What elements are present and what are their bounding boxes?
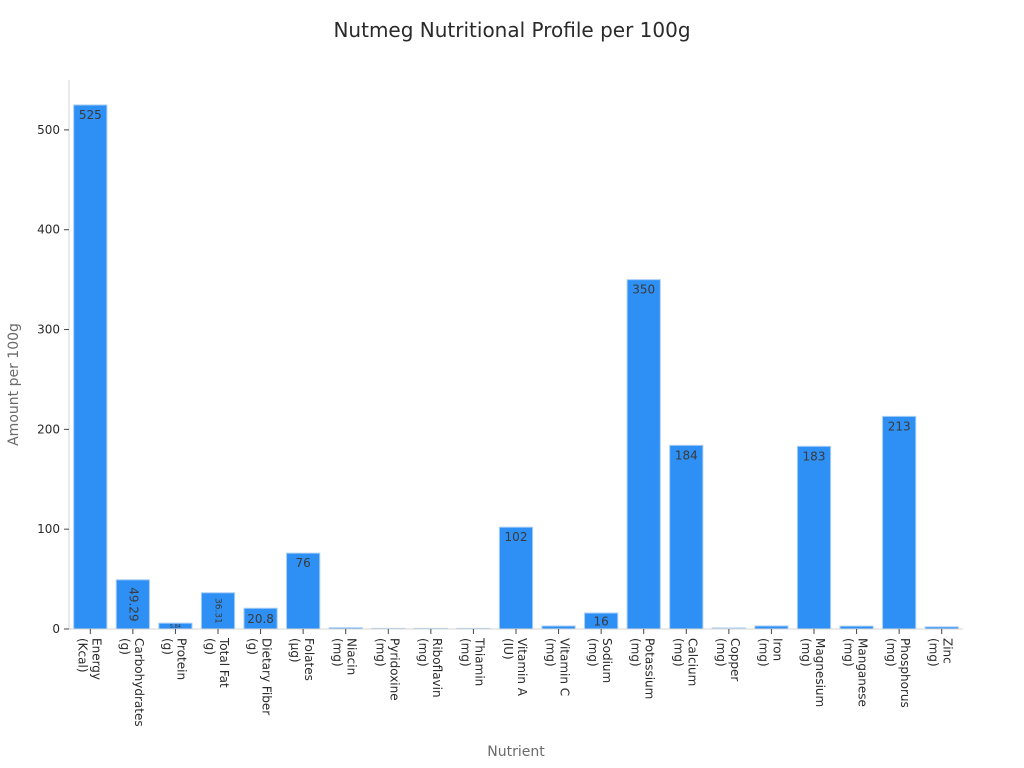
x-tick-label: Sodium(mg) <box>586 638 614 683</box>
bar <box>498 526 534 630</box>
bar-data-label: 213 <box>888 419 911 433</box>
bar-data-label: 184 <box>675 448 698 462</box>
x-tick-label: Manganese(mg) <box>842 638 870 707</box>
x-tick-label: Zinc(mg) <box>927 638 955 667</box>
bar <box>626 279 661 630</box>
bars-layer <box>73 104 959 630</box>
x-tick-label: Vitamin C(mg) <box>544 638 572 696</box>
y-tick-label: 400 <box>37 223 60 237</box>
x-tick-label: Pyridoxine(mg) <box>373 638 401 701</box>
y-tick-label: 300 <box>37 323 60 337</box>
x-tick-label: Protein(g) <box>160 638 188 680</box>
bar-data-label: 183 <box>803 449 826 463</box>
x-tick-label: Magnesium(mg) <box>799 638 827 707</box>
data-labels-layer: 525 49.29 5.84 36.31 20.8 76 102 16 350 184 183 213 <box>79 108 911 630</box>
x-tick-label: Folates(µg) <box>288 638 316 681</box>
bar-data-label: 76 <box>296 556 311 570</box>
x-tick-label: Vitamin A(IU) <box>501 638 529 697</box>
bar <box>200 592 236 630</box>
bar <box>73 104 108 630</box>
bar-data-label: 5.84 <box>170 624 181 630</box>
x-tick-label: Calcium(mg) <box>671 638 699 686</box>
x-tick-label: Dietary Fiber(g) <box>246 638 274 715</box>
bar <box>796 445 832 630</box>
bar <box>882 415 917 630</box>
x-tick-label: Iron(mg) <box>756 638 784 667</box>
bar-data-label: 102 <box>505 530 528 544</box>
x-tick-label: Riboflavin(mg) <box>416 638 444 698</box>
x-tick-label: Thiamin(mg) <box>458 637 486 686</box>
bar <box>286 552 321 630</box>
y-tick-label: 100 <box>37 522 60 536</box>
x-tick-label: Potassium(mg) <box>629 638 657 699</box>
y-tick-label: 200 <box>37 422 60 436</box>
x-ticks: Energy(Kcal) Carbohydrates(g) Protein(g) To… <box>75 629 955 727</box>
y-tick-label: 500 <box>37 123 60 137</box>
y-axis-title: Amount per 100g <box>6 323 22 446</box>
x-tick-label: Total Fat(g) <box>203 637 231 688</box>
x-tick-label: Energy(Kcal) <box>75 638 103 680</box>
bar-data-label: 16 <box>594 614 609 628</box>
bar-data-label: 36.31 <box>213 598 223 624</box>
chart-title: Nutmeg Nutritional Profile per 100g <box>333 18 691 42</box>
x-tick-label: Niacin(mg) <box>331 638 359 675</box>
bar-data-label: 49.29 <box>126 587 140 621</box>
bar-data-label: 350 <box>632 283 655 297</box>
y-ticks: 0 100 200 300 400 500 <box>37 123 69 636</box>
bar <box>115 579 150 630</box>
x-tick-label: Carbohydrates(g) <box>118 638 146 727</box>
bar-data-label: 20.8 <box>247 612 274 626</box>
y-tick-label: 0 <box>52 622 60 636</box>
x-axis-title: Nutrient <box>487 744 545 760</box>
x-tick-label: Copper(mg) <box>714 638 742 681</box>
bar <box>669 444 704 630</box>
bar-data-label: 525 <box>79 108 102 122</box>
x-tick-label: Phosphorus(mg) <box>884 638 912 708</box>
